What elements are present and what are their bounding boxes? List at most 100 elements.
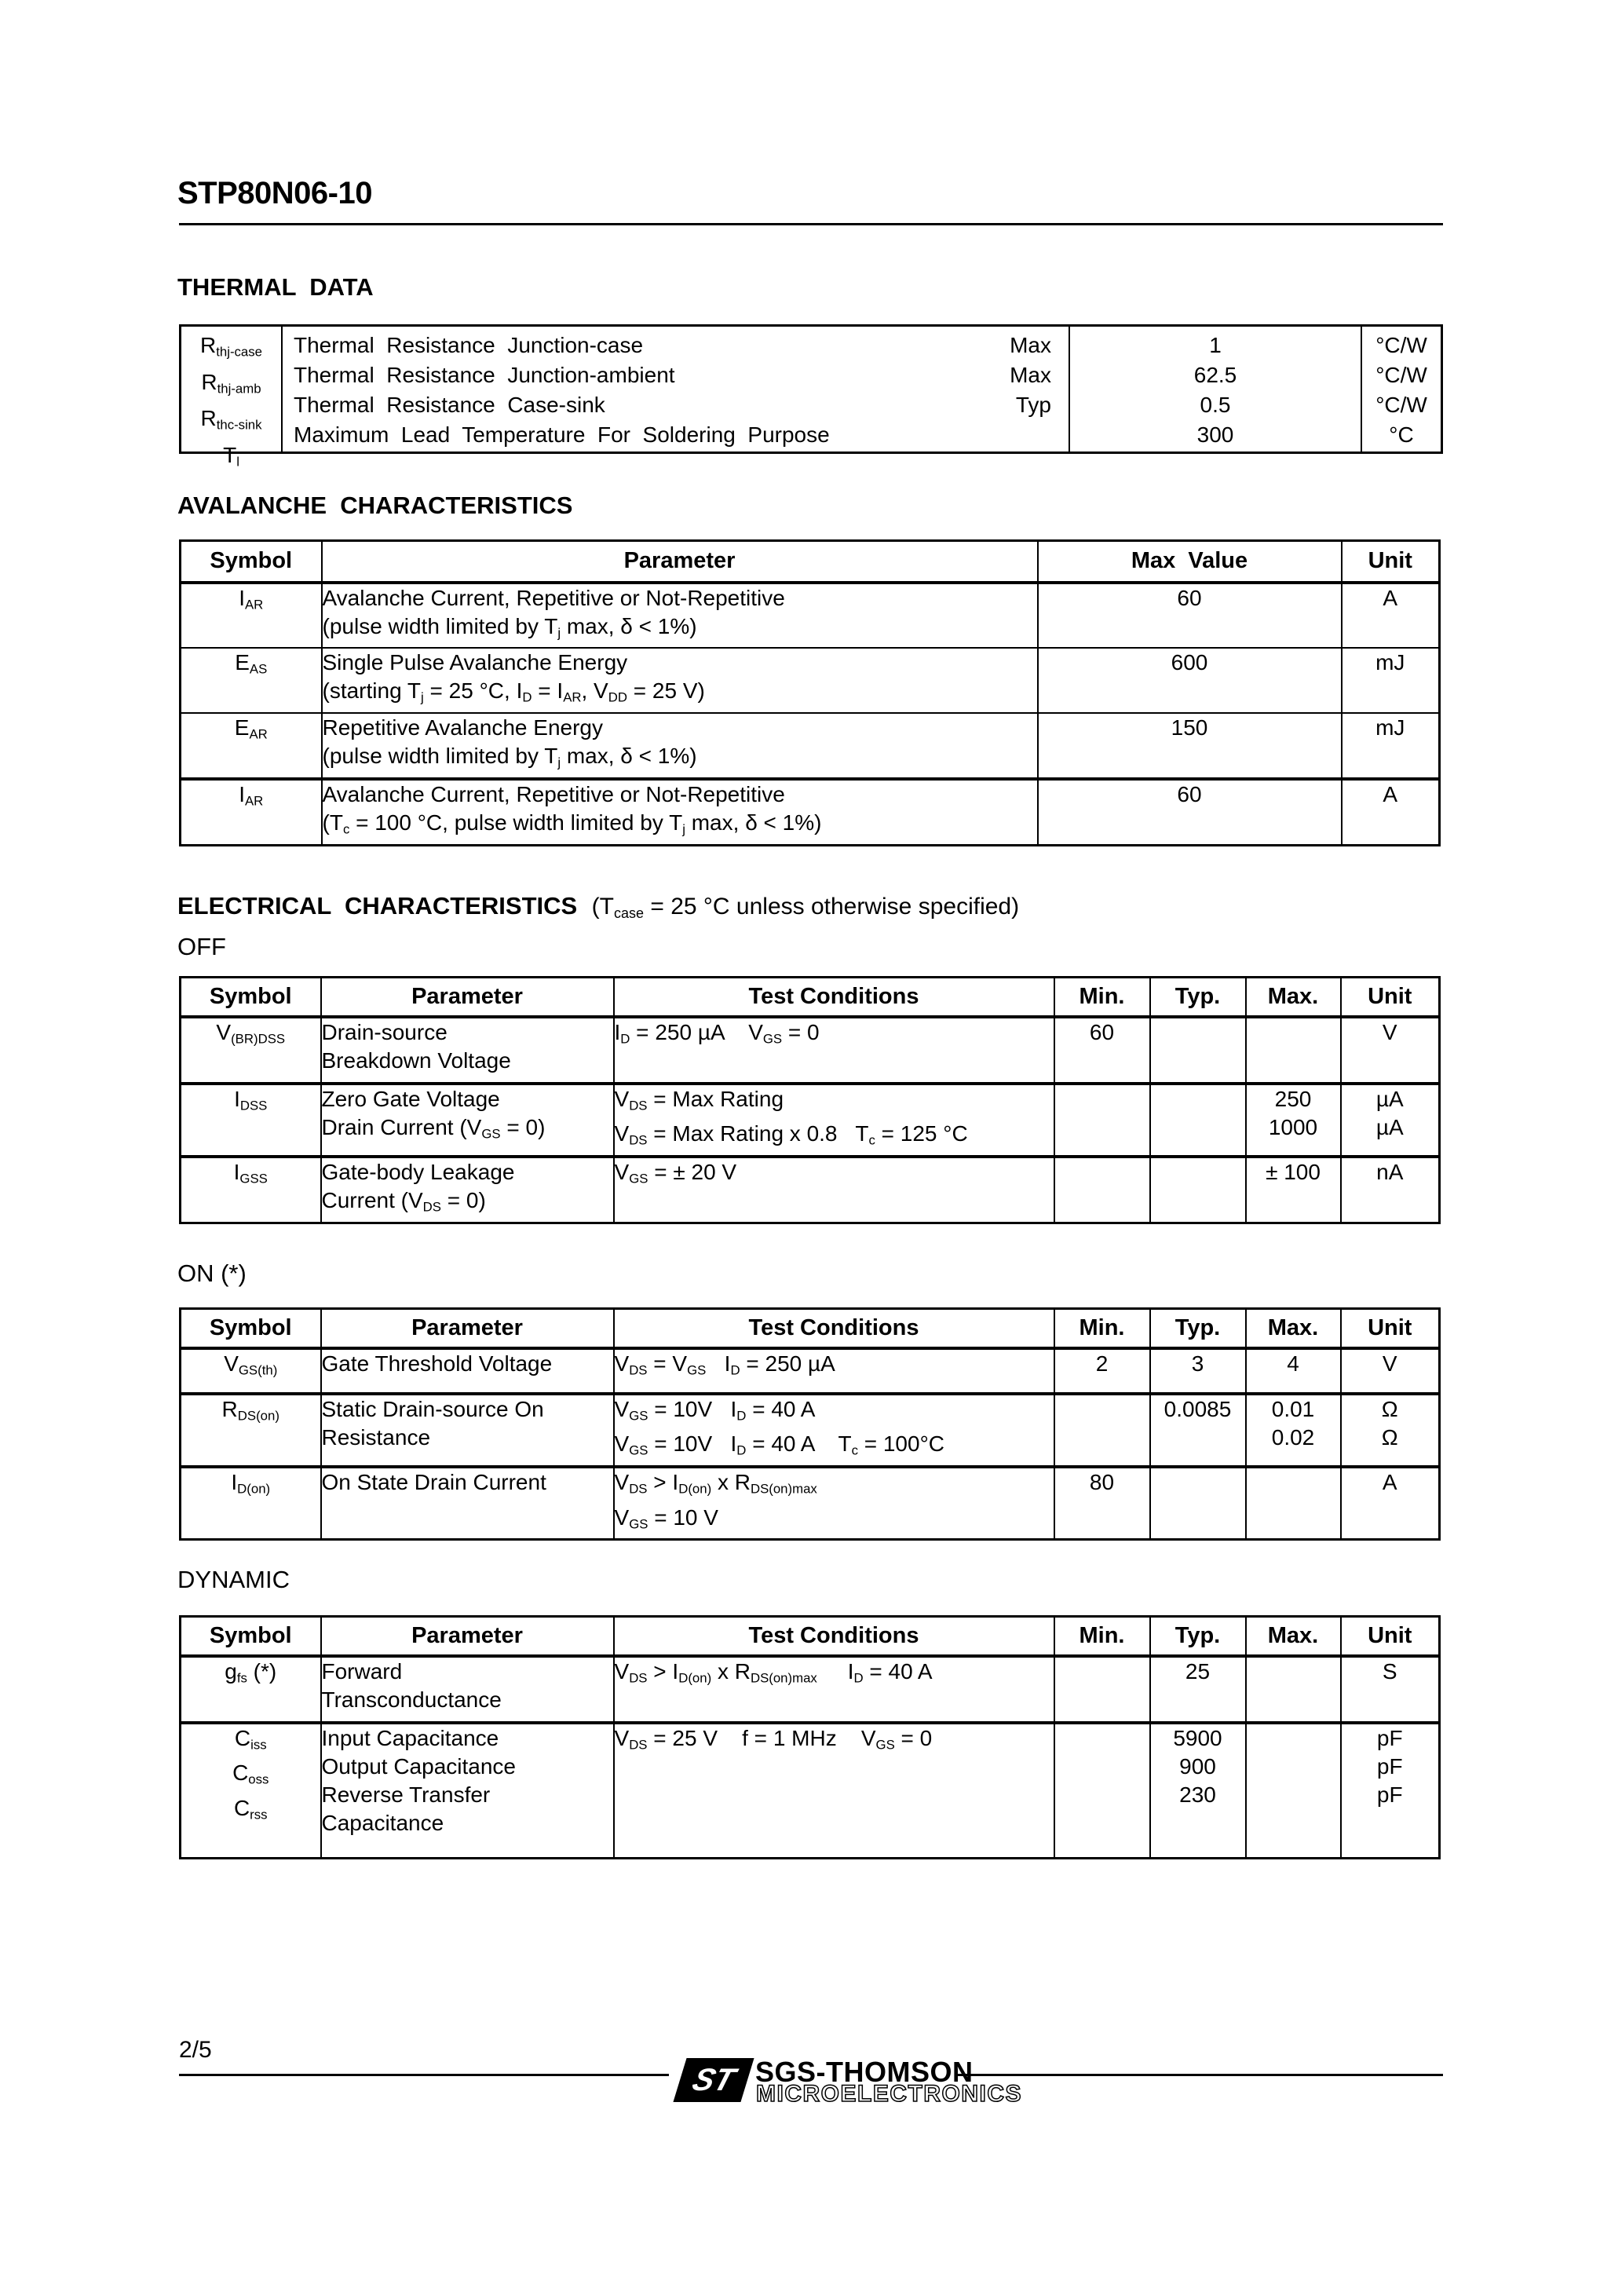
col-header-typ: Typ. [1149, 1616, 1246, 1658]
parameter-line: Zero Gate Voltage [321, 1086, 500, 1111]
cell-min [1053, 1720, 1150, 1859]
parameter-line: On State Drain Current [321, 1469, 546, 1494]
unit-text: A [1383, 781, 1398, 806]
table-row: RDS(on) Static Drain-source On Resistanc… [180, 1391, 1440, 1467]
table-header-row: Symbol Parameter Test Conditions Min. Ty… [180, 1616, 1440, 1658]
section-heading-thermal: THERMAL DATA [177, 273, 374, 301]
table-row: EAS Single Pulse Avalanche Energy (start… [180, 647, 1440, 714]
test-line: VDS = Max Rating [614, 1086, 784, 1113]
symbol-text: IAR [239, 781, 264, 809]
cell-max: ± 100 [1244, 1154, 1341, 1223]
min-text: 60 [1089, 1019, 1115, 1044]
col-header-symbol: Symbol [180, 1308, 321, 1350]
cell-symbol: ID(on) [180, 1464, 321, 1540]
thermal-parameter-line: Thermal Resistance Junction-ambient Max [283, 360, 1069, 390]
parameter-line: Breakdown Voltage [321, 1047, 511, 1073]
cell-parameter: Input Capacitance Output Capacitance Rev… [320, 1720, 614, 1859]
value-text: 60 [1177, 781, 1202, 806]
thermal-unit: °C/W [1375, 393, 1427, 417]
thermal-symbol: Rthc-sink [200, 406, 262, 433]
cell-unit: V [1339, 1016, 1440, 1084]
typ-text: 0.0085 [1164, 1396, 1232, 1421]
col-header-max: Max. [1244, 1616, 1341, 1658]
page-title: STP80N06-10 [177, 176, 372, 210]
cell-min [1053, 1655, 1150, 1723]
thermal-symbol: Rthj-case [200, 333, 262, 360]
cell-parameter: Drain-source Breakdown Voltage [320, 1016, 614, 1084]
cell-unit: Ω Ω [1339, 1391, 1440, 1467]
parameter-line: Avalanche Current, Repetitive or Not-Rep… [322, 781, 785, 806]
thermal-value: 62.5 [1193, 363, 1237, 387]
cell-max [1244, 1016, 1341, 1084]
parameter-line: Reverse Transfer [321, 1782, 491, 1807]
col-header-max: Max. [1244, 1308, 1341, 1350]
cell-test-conditions: VDS = 25 V f = 1 MHz VGS = 0 [612, 1720, 1054, 1859]
cell-unit: mJ [1340, 647, 1440, 714]
on-table: Symbol Parameter Test Conditions Min. Ty… [179, 1307, 1441, 1541]
cell-max-value: 150 [1036, 712, 1342, 779]
col-header-max: Max. [1244, 977, 1341, 1018]
thermal-parameter-line: Thermal Resistance Case-sink Typ [283, 390, 1069, 420]
cell-max [1244, 1720, 1341, 1859]
symbol-text: EAS [235, 650, 268, 677]
cell-max-value: 60 [1036, 777, 1342, 846]
symbol-text: IAR [239, 585, 264, 612]
max-text: 4 [1287, 1351, 1299, 1376]
parameter-line: (Tc = 100 °C, pulse width limited by Tj … [322, 810, 822, 837]
cell-symbol: IGSS [180, 1154, 321, 1223]
cell-min [1053, 1081, 1150, 1157]
table-row: Ciss Coss Crss Input Capacitance Output … [180, 1720, 1440, 1859]
cell-symbol: VGS(th) [181, 1348, 321, 1394]
unit-text: Ω [1381, 1424, 1398, 1450]
test-line: VDS > ID(on) x RDS(on)max ID = 40 A [614, 1658, 933, 1686]
thermal-parameter: Thermal Resistance Junction-case [294, 333, 644, 357]
value-text: 600 [1171, 650, 1208, 675]
unit-text: S [1382, 1658, 1397, 1684]
thermal-symbol: Rthj-amb [201, 369, 261, 397]
col-header-min: Min. [1053, 1616, 1150, 1658]
cell-symbol: RDS(on) [180, 1391, 321, 1467]
symbol-text: EAR [234, 715, 268, 742]
max-text: 0.02 [1271, 1424, 1315, 1450]
cell-test-conditions: VDS > ID(on) x RDS(on)max ID = 40 A [612, 1655, 1054, 1723]
col-header-min: Min. [1053, 977, 1150, 1018]
cell-test-conditions: VGS = 10V ID = 40 A VGS = 10V ID = 40 A … [612, 1391, 1054, 1467]
parameter-line: Input Capacitance [321, 1725, 499, 1750]
thermal-table: Rthj-case Rthj-amb Rthc-sink Tl Thermal … [179, 324, 1443, 470]
parameter-line: Gate-body Leakage [321, 1159, 515, 1184]
table-header-row: Symbol Parameter Test Conditions Min. Ty… [180, 1308, 1440, 1350]
parameter-line: (starting Tj = 25 °C, ID = IAR, VDD = 25… [322, 678, 705, 705]
cell-min [1053, 1391, 1150, 1467]
cell-parameter: Avalanche Current, Repetitive or Not-Rep… [320, 582, 1038, 649]
cell-test-conditions: VDS = VGS ID = 250 µA [612, 1347, 1054, 1394]
cell-parameter: Avalanche Current, Repetitive or Not-Rep… [320, 777, 1038, 846]
cell-typ [1149, 1016, 1246, 1084]
typ-text: 25 [1185, 1658, 1211, 1684]
thermal-value: 1 [1209, 333, 1222, 357]
thermal-parameter: Maximum Lead Temperature For Soldering P… [294, 422, 830, 447]
parameter-line: Resistance [321, 1424, 431, 1450]
cell-symbol: EAR [180, 712, 322, 779]
cell-parameter: Gate Threshold Voltage [320, 1347, 614, 1394]
max-text: 1000 [1268, 1114, 1318, 1139]
cell-parameter: Static Drain-source On Resistance [320, 1391, 614, 1467]
parameter-line: Repetitive Avalanche Energy [322, 715, 604, 740]
table-row: EAR Repetitive Avalanche Energy (pulse w… [180, 712, 1440, 779]
cell-min: 60 [1053, 1016, 1150, 1084]
footer-brand-subtitle: MICROELECTRONICS [755, 2080, 1022, 2108]
symbol-text: VGS(th) [224, 1351, 278, 1378]
thermal-symbol: Tl [223, 443, 239, 470]
cell-typ: 3 [1149, 1347, 1246, 1394]
symbol-text: IDSS [234, 1086, 268, 1113]
unit-text: pF [1376, 1782, 1403, 1807]
cell-max: 4 [1244, 1347, 1341, 1394]
cell-min: 80 [1053, 1464, 1150, 1540]
unit-text: µA [1375, 1114, 1404, 1139]
parameter-line: Drain-source [321, 1019, 448, 1044]
test-line: VDS = 25 V f = 1 MHz VGS = 0 [614, 1725, 933, 1753]
cell-min: 2 [1053, 1347, 1150, 1394]
cell-typ: 0.0085 [1149, 1391, 1246, 1467]
unit-text: V [1382, 1019, 1397, 1044]
col-header-parameter: Parameter [320, 1616, 614, 1658]
